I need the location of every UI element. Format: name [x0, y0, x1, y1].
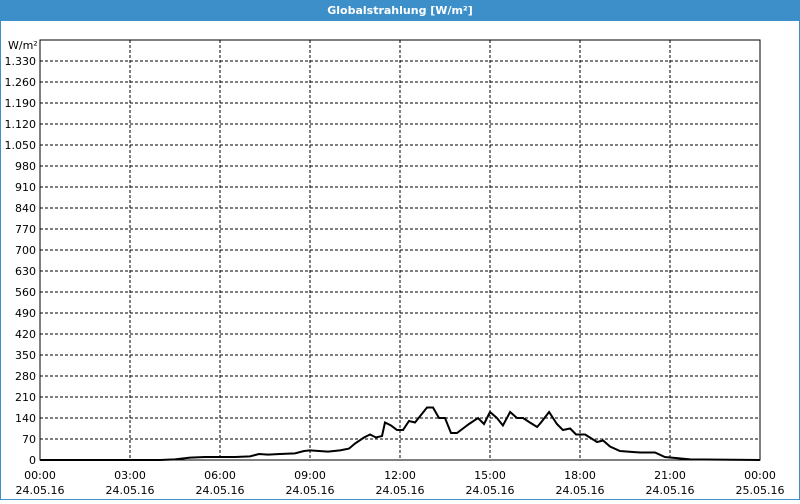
x-tick-label: 03:00 [114, 469, 146, 482]
x-tick-date: 24.05.16 [376, 484, 425, 497]
y-tick-label: 1.330 [5, 55, 37, 68]
y-tick-label: 1.050 [5, 139, 37, 152]
y-tick-label: 70 [22, 433, 36, 446]
y-tick-label: 280 [15, 370, 36, 383]
y-tick-label: 0 [29, 454, 36, 467]
y-tick-label: 490 [15, 307, 36, 320]
data-line [40, 406, 761, 461]
y-unit: W/m² [8, 39, 38, 52]
y-tick-label: 630 [15, 265, 36, 278]
y-tick-label: 910 [15, 181, 36, 194]
x-tick-label: 06:00 [204, 469, 236, 482]
y-tick-label: 840 [15, 202, 36, 215]
x-tick-date: 24.05.16 [646, 484, 695, 497]
chart-title: Globalstrahlung [W/m²] [327, 4, 473, 17]
y-tick-label: 140 [15, 412, 36, 425]
x-tick-label: 00:00 [744, 469, 776, 482]
y-tick-label: 1.190 [5, 97, 37, 110]
y-tick-label: 770 [15, 223, 36, 236]
y-tick-label: 210 [15, 391, 36, 404]
y-tick-label: 560 [15, 286, 36, 299]
x-tick-label: 18:00 [564, 469, 596, 482]
x-tick-label: 00:00 [24, 469, 56, 482]
y-tick-label: 980 [15, 160, 36, 173]
x-tick-date: 24.05.16 [286, 484, 335, 497]
x-tick-label: 09:00 [294, 469, 326, 482]
x-tick-date: 24.05.16 [106, 484, 155, 497]
y-tick-label: 420 [15, 328, 36, 341]
y-tick-label: 1.260 [5, 76, 37, 89]
y-tick-label: 700 [15, 244, 36, 257]
y-tick-label: 350 [15, 349, 36, 362]
x-tick-date: 24.05.16 [466, 484, 515, 497]
x-tick-date: 25.05.16 [736, 484, 785, 497]
title-bar [0, 0, 800, 20]
x-tick-label: 21:00 [654, 469, 686, 482]
x-tick-date: 24.05.16 [196, 484, 245, 497]
x-tick-date: 24.05.16 [16, 484, 65, 497]
x-tick-label: 12:00 [384, 469, 416, 482]
y-tick-label: 1.120 [5, 118, 37, 131]
x-tick-date: 24.05.16 [556, 484, 605, 497]
x-tick-label: 15:00 [474, 469, 506, 482]
